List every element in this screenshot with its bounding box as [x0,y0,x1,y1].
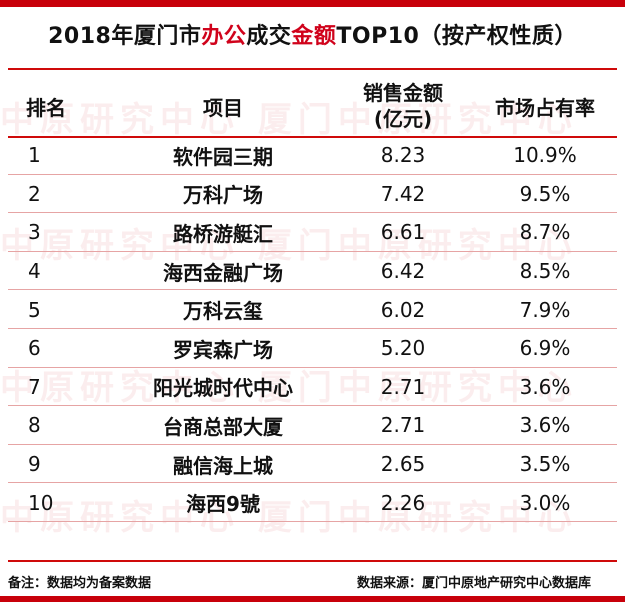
header-sales: 销售金额 (亿元) [333,80,473,132]
cell-share: 3.0% [519,490,571,515]
row-divider [8,443,617,445]
cell-sales: 2.71 [380,413,426,438]
cell-share: 8.5% [519,259,571,284]
cell-share: 3.6% [519,413,571,438]
page-title: 2018年厦门市办公成交金额TOP10（按产权性质） [0,18,625,50]
table-row: 8 台商总部大厦 2.71 3.6% [8,406,617,445]
cell-project: 阳光城时代中心 [153,376,293,401]
cell-project: 台商总部大厦 [163,414,283,439]
table-row: 3 路桥游艇汇 6.61 8.7% [8,213,617,252]
cell-sales: 5.20 [380,336,426,361]
ranking-table: 排名 项目 销售金额 (亿元) 市场占有率 1 软件园三期 8.23 10.9% 2 万科… [8,76,617,522]
footer: 备注：数据均为备案数据 数据来源：厦门中原地产研究中心数据库 [8,570,617,592]
cell-project: 海西9號 [186,492,260,517]
cell-share: 6.9% [519,336,571,361]
top-divider [8,68,617,70]
cell-rank: 2 [28,181,41,206]
table-row: 6 罗宾森广场 5.20 6.9% [8,329,617,368]
title-part: 成交 [246,24,292,49]
cell-project: 路桥游艇汇 [173,221,273,246]
cell-rank: 1 [28,143,41,168]
table-header: 排名 项目 销售金额 (亿元) 市场占有率 [8,76,617,138]
top-red-bar [0,0,625,7]
cell-project: 软件园三期 [173,144,273,169]
row-divider [8,520,617,522]
table-row: 1 软件园三期 8.23 10.9% [8,136,617,175]
cell-sales: 8.23 [380,143,426,168]
table-row: 2 万科广场 7.42 9.5% [8,175,617,214]
table-row: 4 海西金融广场 6.42 8.5% [8,252,617,291]
row-divider [8,366,617,368]
cell-share: 9.5% [519,181,571,206]
row-divider [8,250,617,252]
cell-sales: 6.61 [380,220,426,245]
row-divider [8,212,617,214]
table-row: 9 融信海上城 2.65 3.5% [8,445,617,484]
cell-rank: 9 [28,452,41,477]
row-divider [8,289,617,291]
cell-share: 10.9% [513,143,577,168]
cell-share: 7.9% [519,297,571,322]
table-body: 1 软件园三期 8.23 10.9% 2 万科广场 7.42 9.5% 3 路桥游艇汇 6.61 8.… [8,136,617,522]
cell-project: 海西金融广场 [163,260,283,285]
footer-source: 数据来源：厦门中原地产研究中心数据库 [356,575,591,591]
cell-sales: 2.65 [380,452,426,477]
cell-rank: 6 [28,336,41,361]
footer-note: 备注：数据均为备案数据 [8,575,152,591]
table-row: 7 阳光城时代中心 2.71 3.6% [8,368,617,407]
row-divider [8,482,617,484]
cell-rank: 8 [28,413,41,438]
cell-rank: 7 [28,374,41,399]
header-rank: 排名 [26,95,66,120]
title-highlight: 金额 [291,24,337,49]
cell-share: 8.7% [519,220,571,245]
table-row: 10 海西9號 2.26 3.0% [8,483,617,522]
cell-rank: 10 [28,490,54,515]
header-sales-line2: (亿元) [373,107,433,131]
header-share: 市场占有率 [495,95,595,120]
header-divider [8,136,617,138]
row-divider [8,173,617,175]
cell-rank: 5 [28,297,41,322]
bottom-red-bar [0,596,625,602]
bottom-divider [8,560,617,562]
table-row: 5 万科云玺 6.02 7.9% [8,290,617,329]
cell-project: 万科云玺 [183,299,263,324]
cell-rank: 4 [28,259,41,284]
cell-rank: 3 [28,220,41,245]
cell-project: 罗宾森广场 [173,337,273,362]
title-highlight: 办公 [201,24,247,49]
cell-sales: 6.42 [380,259,426,284]
row-divider [8,405,617,407]
cell-sales: 7.42 [380,181,426,206]
row-divider [8,327,617,329]
title-part: TOP10（按产权性质） [336,24,577,49]
header-sales-line1: 销售金额 [363,81,443,105]
cell-share: 3.5% [519,452,571,477]
cell-share: 3.6% [519,374,571,399]
title-part: 2018年厦门市 [48,24,202,49]
header-project: 项目 [203,95,243,120]
cell-sales: 2.71 [380,374,426,399]
cell-sales: 2.26 [380,490,426,515]
cell-project: 融信海上城 [173,453,273,478]
cell-sales: 6.02 [380,297,426,322]
cell-project: 万科广场 [183,183,263,208]
